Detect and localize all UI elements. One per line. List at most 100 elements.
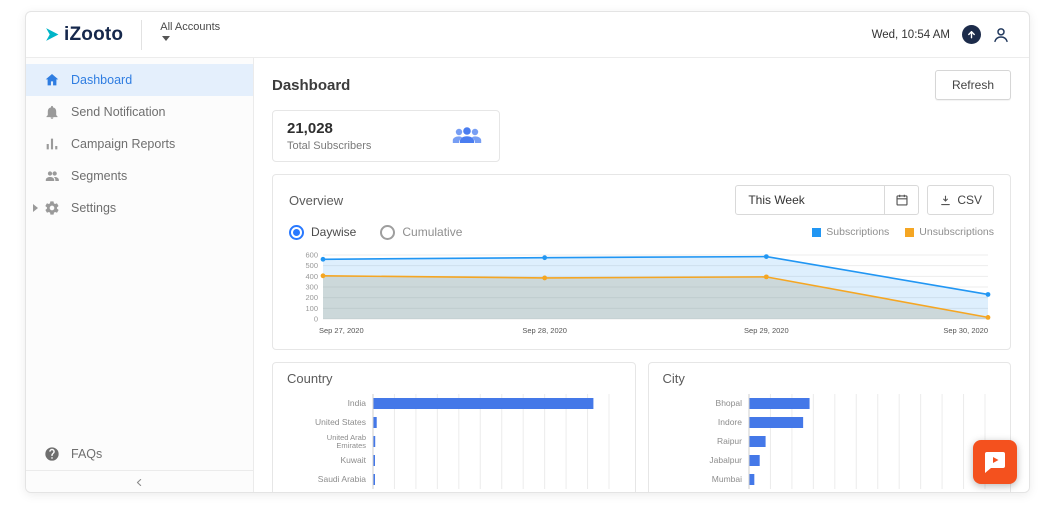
svg-text:United States: United States bbox=[315, 417, 366, 427]
overview-card: Overview This Week CSV bbox=[272, 174, 1011, 350]
upload-button[interactable] bbox=[962, 25, 981, 44]
svg-text:100: 100 bbox=[305, 304, 318, 313]
profile-icon bbox=[991, 25, 1011, 45]
overview-controls: This Week CSV bbox=[735, 185, 994, 215]
radio-label: Cumulative bbox=[402, 225, 463, 239]
account-selector[interactable]: All Accounts bbox=[160, 21, 220, 41]
svg-text:12k: 12k bbox=[496, 492, 508, 493]
svg-text:India: India bbox=[348, 398, 367, 408]
subscribers-group-icon bbox=[449, 123, 485, 149]
svg-text:0: 0 bbox=[371, 492, 375, 493]
svg-text:Saudi Arabia: Saudi Arabia bbox=[318, 474, 366, 484]
radio-dot-icon bbox=[380, 224, 396, 240]
sidebar-nav: Dashboard Send Notification Campaign Repor… bbox=[26, 64, 253, 224]
city-bar-chart-svg: 0 2k 4k 6k 8k 10k 12k 14k 16k 18k 20k 22k Bhopal Indo… bbox=[709, 394, 990, 493]
svg-text:14k: 14k bbox=[893, 492, 905, 493]
country-card: Country 0 2k 4k 6k 8k 10k 12k 14k 16k 18k 20k 22k In… bbox=[272, 362, 636, 493]
bell-icon bbox=[44, 104, 60, 120]
country-bar-chart: 0 2k 4k 6k 8k 10k 12k 14k 16k 18k 20k 22k India Unite… bbox=[287, 390, 621, 493]
svg-text:400: 400 bbox=[305, 272, 318, 281]
svg-text:16k: 16k bbox=[914, 492, 926, 493]
refresh-button[interactable]: Refresh bbox=[934, 70, 1011, 100]
svg-text:18k: 18k bbox=[560, 492, 572, 493]
csv-label: CSV bbox=[957, 193, 982, 207]
profile-button[interactable] bbox=[991, 25, 1011, 45]
total-subscribers-card: 21,028 Total Subscribers bbox=[272, 110, 500, 162]
svg-text:20k: 20k bbox=[581, 492, 593, 493]
svg-text:500: 500 bbox=[305, 261, 318, 270]
bar-saudi-arabia bbox=[373, 474, 375, 485]
bar-united-states bbox=[373, 417, 377, 428]
calendar-icon bbox=[895, 193, 909, 207]
bar-mumbai bbox=[749, 474, 754, 485]
app-window: iZooto All Accounts Wed, 10:54 AM Dashbo… bbox=[25, 11, 1030, 493]
svg-text:200: 200 bbox=[305, 293, 318, 302]
topbar-right: Wed, 10:54 AM bbox=[872, 25, 1011, 45]
sidebar-collapse-button[interactable] bbox=[26, 470, 253, 492]
calendar-button[interactable] bbox=[884, 186, 918, 214]
line-subscriptions bbox=[322, 255, 989, 296]
svg-text:4k: 4k bbox=[412, 492, 420, 493]
overview-subheader: Daywise Cumulative Subscriptions Unsubscri… bbox=[289, 223, 994, 241]
sidebar-spacer bbox=[26, 224, 253, 438]
sidebar-item-settings[interactable]: Settings bbox=[26, 192, 253, 224]
sidebar-item-label: Dashboard bbox=[71, 73, 133, 87]
legend-item-subscriptions: Subscriptions bbox=[812, 226, 889, 238]
sidebar-item-send-notification[interactable]: Send Notification bbox=[26, 96, 253, 128]
chat-fab-button[interactable] bbox=[973, 440, 1017, 484]
sidebar-item-label: Campaign Reports bbox=[71, 137, 176, 151]
legend-label: Subscriptions bbox=[826, 226, 890, 238]
sidebar-item-campaign-reports[interactable]: Campaign Reports bbox=[26, 128, 253, 160]
expand-caret-icon[interactable] bbox=[33, 204, 38, 212]
date-range-value: This Week bbox=[748, 193, 805, 207]
svg-text:300: 300 bbox=[305, 283, 318, 292]
sidebar-item-label: Settings bbox=[71, 201, 117, 215]
sidebar-item-label: FAQs bbox=[71, 447, 103, 461]
bar-chart-icon bbox=[44, 136, 60, 152]
overview-header: Overview This Week CSV bbox=[289, 185, 994, 215]
svg-text:Jabalpur: Jabalpur bbox=[709, 455, 742, 465]
svg-text:Sep 27, 2020: Sep 27, 2020 bbox=[319, 326, 364, 335]
city-chart-title: City bbox=[662, 371, 685, 386]
svg-text:20k: 20k bbox=[957, 492, 969, 493]
date-range-selector[interactable]: This Week bbox=[735, 185, 920, 215]
radio-label: Daywise bbox=[311, 225, 357, 239]
svg-text:Sep 29, 2020: Sep 29, 2020 bbox=[744, 326, 789, 335]
chevron-down-icon bbox=[162, 35, 171, 41]
svg-text:Kuwait: Kuwait bbox=[340, 455, 366, 465]
sidebar-item-dashboard[interactable]: Dashboard bbox=[26, 64, 253, 96]
country-chart-title: Country bbox=[287, 371, 333, 386]
sidebar: Dashboard Send Notification Campaign Repor… bbox=[26, 58, 254, 492]
top-bar: iZooto All Accounts Wed, 10:54 AM bbox=[26, 12, 1029, 58]
bar-jabalpur bbox=[749, 455, 760, 466]
chat-icon bbox=[983, 450, 1007, 474]
bar-kuwait bbox=[373, 455, 375, 466]
divider bbox=[141, 19, 143, 50]
radio-daywise[interactable]: Daywise bbox=[289, 224, 357, 240]
help-icon bbox=[44, 446, 60, 462]
segments-icon bbox=[44, 168, 60, 184]
page-title: Dashboard bbox=[272, 76, 351, 94]
sidebar-item-segments[interactable]: Segments bbox=[26, 160, 253, 192]
svg-text:Sep 28, 2020: Sep 28, 2020 bbox=[522, 326, 567, 335]
legend-label: Unsubscriptions bbox=[919, 226, 994, 238]
upload-icon bbox=[966, 29, 977, 40]
svg-text:600: 600 bbox=[305, 251, 318, 260]
csv-export-button[interactable]: CSV bbox=[927, 185, 994, 215]
svg-text:12k: 12k bbox=[871, 492, 883, 493]
sidebar-item-faqs[interactable]: FAQs bbox=[26, 438, 253, 470]
bar-united-arab-emirates bbox=[373, 436, 376, 447]
svg-text:22k: 22k bbox=[978, 492, 990, 493]
logo-text: iZooto bbox=[64, 23, 124, 45]
svg-text:8k: 8k bbox=[455, 492, 463, 493]
logo[interactable]: iZooto bbox=[44, 24, 123, 46]
logo-arrow-icon bbox=[44, 26, 61, 43]
svg-text:14k: 14k bbox=[517, 492, 529, 493]
line-unsubscriptions bbox=[322, 275, 989, 319]
home-icon bbox=[44, 72, 60, 88]
city-bar-chart: 0 2k 4k 6k 8k 10k 12k 14k 16k 18k 20k 22k Bhopal Indo… bbox=[663, 390, 997, 493]
radio-cumulative[interactable]: Cumulative bbox=[380, 224, 463, 240]
svg-text:18k: 18k bbox=[936, 492, 948, 493]
radio-dot-icon bbox=[289, 224, 304, 240]
